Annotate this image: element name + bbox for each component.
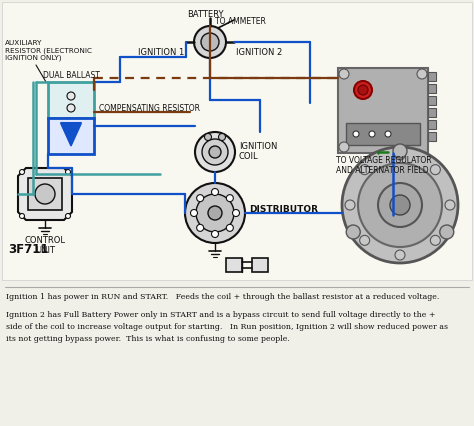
Circle shape	[378, 183, 422, 227]
Circle shape	[385, 131, 391, 137]
Bar	[252, 258, 268, 272]
Circle shape	[345, 200, 355, 210]
Circle shape	[209, 146, 221, 158]
Circle shape	[196, 194, 234, 232]
Bar	[48, 118, 94, 154]
Bar	[28, 178, 62, 210]
Circle shape	[67, 92, 75, 100]
Bar	[346, 123, 420, 145]
Text: side of the coil to increase voltage output for starting.   In Run position, Ign: side of the coil to increase voltage out…	[6, 323, 448, 331]
Circle shape	[197, 225, 204, 231]
Circle shape	[67, 104, 75, 112]
Circle shape	[201, 33, 219, 51]
Circle shape	[185, 183, 245, 243]
Circle shape	[339, 69, 349, 79]
Circle shape	[395, 250, 405, 260]
Polygon shape	[18, 168, 72, 220]
Circle shape	[360, 164, 370, 175]
Circle shape	[19, 213, 25, 219]
Circle shape	[390, 195, 410, 215]
Circle shape	[430, 235, 440, 245]
Circle shape	[445, 200, 455, 210]
Circle shape	[227, 225, 233, 231]
Bar	[428, 132, 436, 141]
Circle shape	[233, 210, 239, 216]
Circle shape	[195, 132, 235, 172]
Circle shape	[227, 195, 233, 201]
Text: Ignition 2 has Full Battery Power only in START and is a bypass circuit to send : Ignition 2 has Full Battery Power only i…	[6, 311, 436, 319]
Text: IGNITION 2: IGNITION 2	[236, 48, 282, 57]
Bar	[428, 72, 436, 81]
Text: COMPENSATING RESISTOR: COMPENSATING RESISTOR	[99, 104, 200, 113]
Circle shape	[204, 133, 211, 141]
Circle shape	[194, 26, 226, 58]
Circle shape	[191, 210, 198, 216]
Text: DUAL BALLAST: DUAL BALLAST	[43, 71, 100, 80]
Bar	[428, 84, 436, 93]
Circle shape	[211, 230, 219, 238]
Circle shape	[354, 81, 372, 99]
Bar	[48, 82, 94, 118]
Bar	[2, 2, 472, 280]
Text: BATTERY: BATTERY	[187, 10, 223, 19]
Circle shape	[19, 170, 25, 175]
Circle shape	[395, 150, 405, 160]
Text: 3F711: 3F711	[8, 243, 48, 256]
Bar	[428, 96, 436, 105]
Circle shape	[353, 131, 359, 137]
Text: IGNITION 1: IGNITION 1	[138, 48, 184, 57]
Text: IGNITION
COIL: IGNITION COIL	[239, 142, 277, 161]
Circle shape	[360, 235, 370, 245]
Circle shape	[430, 164, 440, 175]
Bar	[338, 68, 428, 153]
Circle shape	[417, 69, 427, 79]
Text: CONTROL
UNIT: CONTROL UNIT	[25, 236, 65, 256]
Text: AUXILIARY
RESISTOR (ELECTRONIC
IGNITION ONLY): AUXILIARY RESISTOR (ELECTRONIC IGNITION …	[5, 40, 92, 61]
Circle shape	[35, 184, 55, 204]
Circle shape	[202, 139, 228, 165]
Circle shape	[440, 225, 454, 239]
Circle shape	[65, 170, 71, 175]
Text: TO VOLTAGE REGULATOR
AND ALTERNATOR FIELD: TO VOLTAGE REGULATOR AND ALTERNATOR FIEL…	[336, 156, 432, 176]
Text: its not getting bypass power.  This is what is confusing to some people.: its not getting bypass power. This is wh…	[6, 335, 290, 343]
Circle shape	[208, 206, 222, 220]
Circle shape	[369, 131, 375, 137]
Circle shape	[219, 133, 226, 141]
Circle shape	[197, 195, 204, 201]
Circle shape	[211, 188, 219, 196]
Text: DISTRIBUTOR: DISTRIBUTOR	[249, 204, 318, 213]
Circle shape	[339, 142, 349, 152]
Circle shape	[342, 147, 458, 263]
Bar	[226, 258, 242, 272]
Bar	[428, 108, 436, 117]
Bar	[428, 120, 436, 129]
Circle shape	[358, 163, 442, 247]
Text: Ignition 1 has power in RUN and START.   Feeds the coil + through the ballast re: Ignition 1 has power in RUN and START. F…	[6, 293, 439, 301]
Circle shape	[65, 213, 71, 219]
Circle shape	[346, 225, 360, 239]
Circle shape	[393, 144, 407, 158]
Text: TO AMMETER: TO AMMETER	[215, 17, 266, 26]
Circle shape	[358, 85, 368, 95]
Polygon shape	[61, 124, 81, 146]
